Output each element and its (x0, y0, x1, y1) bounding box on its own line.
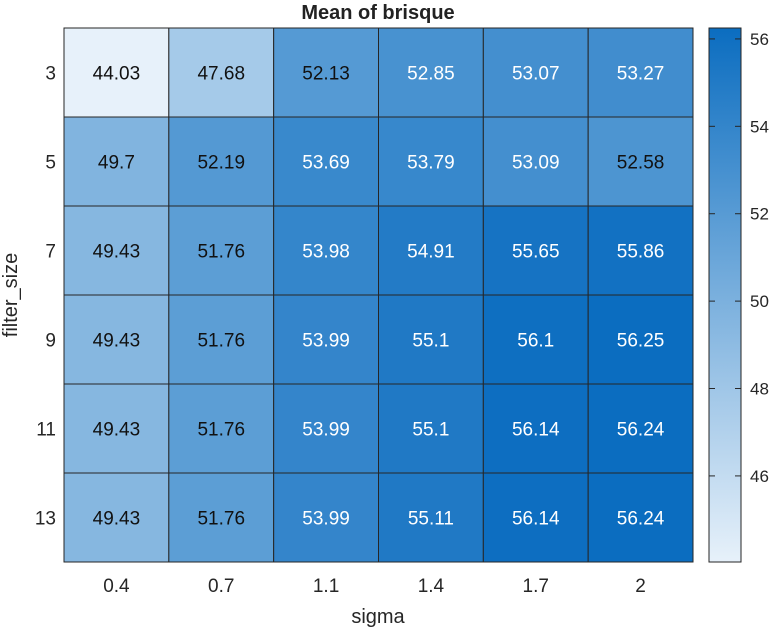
cell-value-label: 53.27 (617, 64, 665, 85)
heatmap-cell (587, 205, 694, 296)
x-tick-labels: 0.4 0.7 1.1 1.4 1.7 2 (103, 576, 646, 597)
heatmap-cell (273, 294, 379, 385)
cell-value-label: 53.09 (512, 153, 560, 174)
cell-value-label: 53.98 (302, 242, 350, 263)
colorbar-tick-label: 50 (750, 292, 769, 311)
cell-value-label: 56.24 (617, 509, 665, 530)
cell-value-label: 53.99 (302, 331, 350, 352)
heatmap-cell (63, 294, 170, 385)
cell-value-label: 55.1 (412, 420, 449, 441)
colorbar-tick-label: 46 (750, 467, 769, 486)
cell-value-label: 55.1 (412, 331, 449, 352)
heatmap-cell (482, 27, 589, 118)
heatmap-cell (378, 27, 484, 118)
heatmap-cell (63, 472, 170, 563)
cell-value-label: 55.65 (512, 242, 560, 263)
x-tick-label: 1.7 (523, 576, 549, 597)
y-tick-labels: 3 5 7 9 11 13 (35, 64, 56, 530)
cell-value-label: 49.43 (93, 331, 141, 352)
colorbar-tick-label: 56 (750, 30, 769, 49)
x-tick-label: 0.4 (103, 576, 130, 597)
cell-value-label: 53.99 (302, 420, 350, 441)
colorbar-tick-label: 48 (750, 380, 769, 399)
heatmap-cell (482, 472, 589, 563)
cell-value-label: 54.91 (407, 242, 455, 263)
x-tick-label: 2 (635, 576, 646, 597)
y-tick-label: 13 (35, 509, 56, 530)
x-tick-label: 0.7 (208, 576, 234, 597)
colorbar (708, 27, 742, 563)
x-axis-label: sigma (351, 606, 405, 628)
colorbar-ticks: 46 48 50 52 54 56 (709, 30, 769, 486)
heatmap-cell (587, 27, 694, 118)
y-axis-label: filter_size (0, 253, 22, 337)
cell-value-label: 52.13 (302, 64, 350, 85)
heatmap-cell (587, 116, 694, 207)
heatmap-cell (378, 383, 484, 474)
cell-value-label: 47.68 (197, 64, 245, 85)
y-tick-label: 9 (45, 331, 56, 352)
x-tick-label: 1.4 (418, 576, 445, 597)
cell-value-label: 56.25 (617, 331, 665, 352)
cell-value-label: 53.99 (302, 509, 350, 530)
cell-value-label: 52.58 (617, 153, 665, 174)
cell-value-label: 53.07 (512, 64, 560, 85)
cell-value-label: 53.79 (407, 153, 455, 174)
heatmap-cell (482, 294, 589, 385)
chart-title: Mean of brisque (301, 2, 454, 24)
cell-value-label: 51.76 (197, 420, 245, 441)
heatmap-cells: 44.03 47.68 52.13 52.85 53.07 53.27 49.7 52.19 5… (63, 27, 694, 563)
heatmap-cell (378, 205, 484, 296)
heatmap-cell (378, 116, 484, 207)
cell-value-label: 49.43 (93, 420, 141, 441)
cell-value-label: 52.85 (407, 64, 455, 85)
cell-value-label: 51.76 (197, 509, 245, 530)
cell-value-label: 56.14 (512, 509, 560, 530)
cell-value-label: 51.76 (197, 331, 245, 352)
heatmap-cell (63, 205, 170, 296)
cell-value-label: 56.14 (512, 420, 560, 441)
cell-value-label: 56.1 (517, 331, 554, 352)
cell-value-label: 52.19 (197, 153, 245, 174)
heatmap-cell (168, 116, 275, 207)
y-tick-label: 11 (36, 420, 56, 441)
heatmap-cell (587, 472, 694, 563)
heatmap-cell (63, 27, 170, 118)
y-tick-label: 3 (45, 64, 56, 85)
heatmap-cell (378, 294, 484, 385)
heatmap-cell (168, 27, 275, 118)
x-tick-label: 1.1 (313, 576, 339, 597)
cell-value-label: 56.24 (617, 420, 665, 441)
cell-value-label: 44.03 (93, 64, 141, 85)
heatmap-cell (482, 205, 589, 296)
y-tick-label: 5 (45, 153, 56, 174)
cell-value-label: 55.11 (408, 509, 454, 530)
cell-value-label: 55.86 (617, 242, 665, 263)
colorbar-tick-label: 54 (750, 117, 769, 136)
y-tick-label: 7 (45, 242, 56, 263)
heatmap-cell (168, 294, 275, 385)
heatmap-cell (482, 383, 589, 474)
heatmap-cell (63, 383, 170, 474)
cell-value-label: 49.43 (93, 242, 141, 263)
colorbar-tick-label: 52 (750, 205, 769, 224)
cell-value-label: 49.43 (93, 509, 141, 530)
heatmap-cell (273, 383, 379, 474)
plot-frame (63, 27, 694, 563)
cell-value-label: 53.69 (302, 153, 350, 174)
heatmap-cell (168, 205, 275, 296)
heatmap-cell (273, 205, 379, 296)
cell-value-label: 49.7 (98, 153, 135, 174)
cell-value-label: 51.76 (197, 242, 245, 263)
